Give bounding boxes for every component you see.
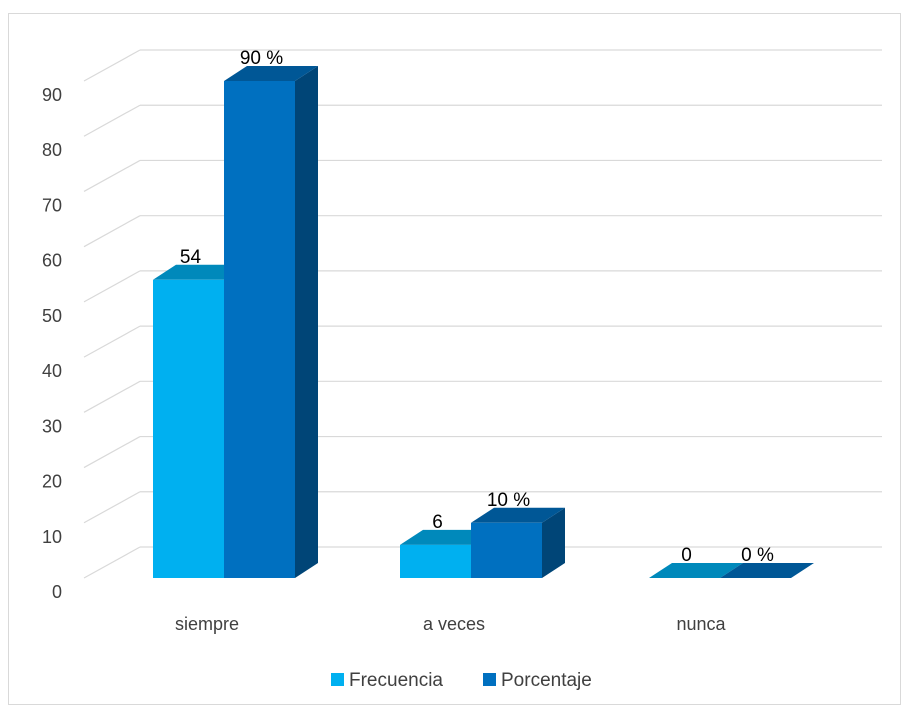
- gridline-depth: [83, 49, 141, 82]
- gridline-depth: [83, 270, 141, 303]
- gridline-depth: [83, 380, 141, 413]
- data-label: 0: [681, 545, 692, 566]
- legend-item-frecuencia: Frecuencia: [331, 670, 443, 691]
- y-tick-label: 50: [42, 306, 62, 326]
- legend-item-porcentaje: Porcentaje: [483, 670, 592, 691]
- bar-porcentaje-a-veces: [471, 507, 565, 578]
- gridline-depth: [83, 159, 141, 192]
- legend-label: Porcentaje: [501, 670, 592, 691]
- data-label: 0 %: [741, 545, 774, 566]
- category-label: siempre: [175, 614, 239, 634]
- y-tick-label: 80: [42, 140, 62, 160]
- y-tick-label: 20: [42, 472, 62, 492]
- gridline-depth: [83, 546, 141, 579]
- gridline-depth: [83, 104, 141, 137]
- y-axis-ticks: 0 10 20 30 40 50 60 70 80 90: [42, 85, 62, 602]
- data-label: 10 %: [487, 490, 530, 511]
- bars: [153, 66, 814, 578]
- data-label: 90 %: [240, 48, 283, 69]
- y-tick-label: 70: [42, 195, 62, 215]
- y-tick-label: 90: [42, 85, 62, 105]
- gridline-depth: [83, 215, 141, 248]
- legend-label: Frecuencia: [349, 670, 443, 691]
- y-tick-label: 30: [42, 416, 62, 436]
- bar-frecuencia-nunca: [649, 563, 743, 578]
- gridline-depth: [83, 436, 141, 469]
- gridline-depth: [83, 491, 141, 524]
- category-label: a veces: [423, 614, 485, 634]
- bar-porcentaje-siempre: [224, 66, 318, 578]
- gridline-depth: [83, 325, 141, 358]
- y-tick-label: 10: [42, 527, 62, 547]
- y-tick-label: 0: [52, 582, 62, 602]
- y-tick-label: 60: [42, 251, 62, 271]
- data-labels: 54 90 % 6 10 % 0 0 %: [180, 48, 774, 566]
- y-tick-label: 40: [42, 361, 62, 381]
- category-label: nunca: [676, 614, 726, 634]
- legend: Frecuencia Porcentaje: [331, 670, 592, 691]
- legend-swatch: [483, 673, 496, 686]
- category-labels: siempre a veces nunca: [175, 614, 727, 634]
- legend-swatch: [331, 673, 344, 686]
- bar-porcentaje-nunca: [720, 563, 814, 578]
- data-label: 6: [432, 512, 443, 533]
- data-label: 54: [180, 247, 202, 268]
